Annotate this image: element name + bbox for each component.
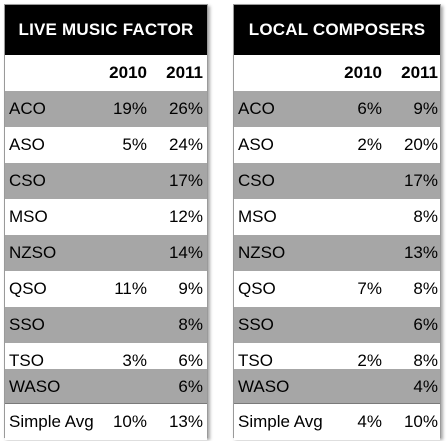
row-label: ACO: [238, 99, 275, 118]
live-music-factor-table: LIVE MUSIC FACTOR 2010 2011 ACO 19% 26% …: [4, 4, 208, 440]
simple-avg-row: Simple Avg 4% 10%: [234, 403, 440, 440]
value-2011: 9%: [413, 99, 438, 118]
table-row: QSO 11% 9%: [5, 271, 207, 307]
value-2011: 10%: [403, 412, 438, 431]
row-label: CSO: [238, 171, 275, 190]
row-label: NZSO: [9, 243, 57, 262]
table-row: ASO 5% 24%: [5, 127, 207, 163]
table-title: LOCAL COMPOSERS: [234, 5, 440, 55]
table-row: NZSO 13%: [234, 235, 440, 271]
column-header-row: 2010 2011: [5, 55, 207, 91]
table-row: WASO 6%: [5, 369, 207, 403]
value-2011: 13%: [403, 243, 438, 262]
table-row: CSO 17%: [234, 163, 440, 199]
row-label: TSO: [9, 351, 44, 370]
table-row: ASO 2% 20%: [234, 127, 440, 163]
table-row: MSO 8%: [234, 199, 440, 235]
row-label: NZSO: [238, 243, 286, 262]
value-2011: 26%: [168, 99, 203, 118]
table-row: QSO 7% 8%: [234, 271, 440, 307]
value-2011: 8%: [413, 351, 438, 370]
value-2011: 8%: [413, 207, 438, 226]
value-2011: 12%: [168, 207, 203, 226]
simple-avg-row: Simple Avg 10% 13%: [5, 403, 207, 440]
column-header-2010: 2010: [109, 63, 147, 82]
value-2011: 6%: [413, 315, 438, 334]
value-2010: 2%: [357, 351, 382, 370]
value-2010: 5%: [122, 135, 147, 154]
row-label: WASO: [238, 377, 290, 396]
value-2011: 9%: [178, 279, 203, 298]
row-label: TSO: [238, 351, 273, 370]
table-row: SSO 8%: [5, 307, 207, 343]
row-label: MSO: [238, 207, 277, 226]
value-2011: 20%: [403, 135, 438, 154]
table-row: CSO 17%: [5, 163, 207, 199]
table-row: TSO 2% 8%: [234, 343, 440, 379]
value-2011: 8%: [178, 315, 203, 334]
row-label: QSO: [9, 279, 47, 298]
value-2011: 13%: [168, 412, 203, 431]
row-label: CSO: [9, 171, 46, 190]
value-2011: 8%: [413, 279, 438, 298]
table-row: SSO 6%: [234, 307, 440, 343]
row-label: Simple Avg: [9, 412, 94, 431]
table-row: ACO 6% 9%: [234, 91, 440, 127]
value-2011: 6%: [178, 377, 203, 396]
value-2010: 7%: [357, 279, 382, 298]
table-title: LIVE MUSIC FACTOR: [5, 5, 207, 55]
column-header-row: 2010 2011: [234, 55, 440, 91]
value-2010: 2%: [357, 135, 382, 154]
row-label: ASO: [238, 135, 274, 154]
row-label: ASO: [9, 135, 45, 154]
row-label: SSO: [238, 315, 274, 334]
value-2010: 19%: [112, 99, 147, 118]
value-2010: 3%: [122, 351, 147, 370]
value-2011: 17%: [403, 171, 438, 190]
column-header-2010: 2010: [344, 63, 382, 82]
value-2011: 6%: [178, 351, 203, 370]
value-2011: 17%: [168, 171, 203, 190]
value-2011: 14%: [168, 243, 203, 262]
table-row: NZSO 14%: [5, 235, 207, 271]
row-label: MSO: [9, 207, 48, 226]
row-label: WASO: [9, 377, 61, 396]
local-composers-table: LOCAL COMPOSERS 2010 2011 ACO 6% 9% ASO …: [233, 4, 441, 440]
column-header-2011: 2011: [166, 63, 203, 82]
row-label: QSO: [238, 279, 276, 298]
table-row: ACO 19% 26%: [5, 91, 207, 127]
value-2010: 6%: [357, 99, 382, 118]
row-label: ACO: [9, 99, 46, 118]
row-label: Simple Avg: [238, 412, 323, 431]
value-2011: 4%: [413, 377, 438, 396]
value-2010: 10%: [112, 412, 147, 431]
column-header-2011: 2011: [401, 63, 438, 82]
table-row: MSO 12%: [5, 199, 207, 235]
value-2010: 4%: [357, 412, 382, 431]
value-2010: 11%: [114, 279, 147, 298]
table-row: TSO 3% 6%: [5, 343, 207, 379]
value-2011: 24%: [168, 135, 203, 154]
row-label: SSO: [9, 315, 45, 334]
table-row: WASO 4%: [234, 369, 440, 403]
